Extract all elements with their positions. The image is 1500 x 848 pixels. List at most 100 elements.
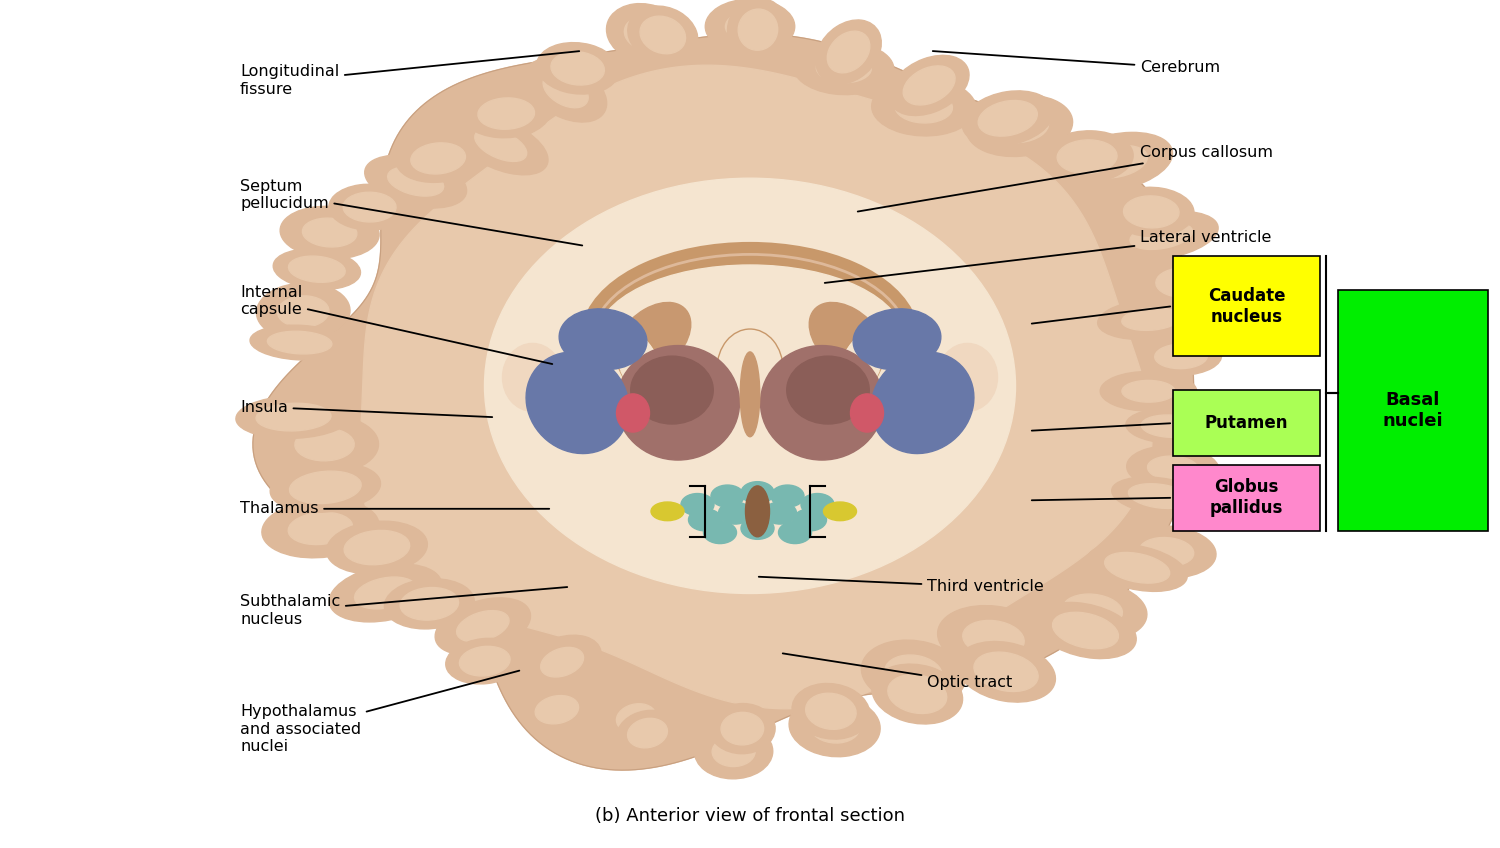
Text: Optic tract: Optic tract [783,654,1012,690]
Ellipse shape [344,530,410,565]
Ellipse shape [624,17,668,51]
Ellipse shape [273,249,360,289]
Ellipse shape [1140,538,1194,566]
Text: Cerebrum: Cerebrum [933,51,1220,75]
Text: Hypothalamus
and associated
nuclei: Hypothalamus and associated nuclei [240,671,519,754]
Ellipse shape [808,303,886,376]
Ellipse shape [524,635,602,689]
Ellipse shape [303,218,357,247]
Ellipse shape [810,710,859,743]
Text: (b) Anterior view of frontal section: (b) Anterior view of frontal section [596,807,904,825]
Ellipse shape [267,332,332,354]
Ellipse shape [794,509,826,531]
Text: Longitudinal
fissure: Longitudinal fissure [240,51,579,97]
Ellipse shape [630,356,714,424]
Ellipse shape [328,184,411,230]
Ellipse shape [459,646,510,676]
Ellipse shape [801,494,834,516]
Ellipse shape [890,55,969,115]
Ellipse shape [364,155,466,208]
Ellipse shape [616,393,650,432]
Ellipse shape [1104,211,1218,260]
Ellipse shape [722,712,764,745]
Ellipse shape [789,696,880,756]
Ellipse shape [330,564,441,622]
Ellipse shape [400,588,459,620]
Ellipse shape [278,296,328,327]
Text: Lateral ventricle: Lateral ventricle [825,230,1272,283]
FancyBboxPatch shape [1173,256,1320,356]
Ellipse shape [616,711,678,756]
Ellipse shape [1142,260,1221,304]
Ellipse shape [628,6,698,64]
Ellipse shape [1126,446,1220,490]
Ellipse shape [888,675,946,713]
Ellipse shape [938,343,998,411]
Ellipse shape [1142,415,1198,438]
Ellipse shape [476,129,526,161]
Ellipse shape [290,471,362,504]
Ellipse shape [1098,298,1204,339]
Ellipse shape [526,352,628,454]
Ellipse shape [543,73,588,108]
Ellipse shape [963,91,1053,146]
Ellipse shape [816,53,872,83]
Text: Globus
pallidus: Globus pallidus [1210,478,1282,517]
Ellipse shape [327,522,427,574]
Ellipse shape [462,89,550,137]
Ellipse shape [1112,477,1208,515]
Ellipse shape [1156,268,1208,297]
Text: Septum
pellucidum: Septum pellucidum [240,179,582,245]
Ellipse shape [688,509,722,531]
Ellipse shape [712,737,754,767]
Ellipse shape [387,167,444,196]
Ellipse shape [525,59,606,122]
Ellipse shape [537,42,620,94]
Ellipse shape [524,688,591,732]
Ellipse shape [718,502,752,524]
Ellipse shape [828,31,870,73]
Ellipse shape [1062,594,1122,628]
Ellipse shape [957,641,1056,702]
Text: Caudate
nucleus: Caudate nucleus [1208,287,1286,326]
Ellipse shape [990,109,1048,142]
Ellipse shape [746,486,770,537]
Text: Putamen: Putamen [1204,414,1288,432]
Ellipse shape [681,494,714,516]
Text: Subthalamic
nucleus: Subthalamic nucleus [240,587,567,627]
Ellipse shape [256,403,332,431]
Ellipse shape [728,0,789,61]
Ellipse shape [711,485,744,507]
Ellipse shape [1148,456,1198,481]
Ellipse shape [710,704,776,754]
Ellipse shape [705,0,795,54]
Ellipse shape [885,655,942,691]
Ellipse shape [1122,381,1174,402]
Ellipse shape [616,346,740,460]
Ellipse shape [1104,552,1170,583]
Ellipse shape [1038,581,1148,641]
Text: Basal
nuclei: Basal nuclei [1383,391,1443,430]
Ellipse shape [938,605,1050,672]
Ellipse shape [251,325,350,360]
Ellipse shape [596,265,903,413]
Polygon shape [254,34,1194,770]
Ellipse shape [1100,371,1197,411]
Ellipse shape [720,331,780,407]
Ellipse shape [1128,483,1191,509]
Ellipse shape [280,206,380,259]
Ellipse shape [741,352,759,437]
Ellipse shape [256,283,350,340]
Ellipse shape [616,704,656,733]
Ellipse shape [536,695,579,724]
Ellipse shape [963,621,1024,656]
Ellipse shape [850,393,883,432]
FancyBboxPatch shape [1173,390,1320,456]
Ellipse shape [344,192,396,222]
Ellipse shape [1041,131,1132,182]
Ellipse shape [1130,222,1192,249]
Ellipse shape [1124,196,1179,228]
Ellipse shape [760,346,884,460]
Ellipse shape [978,100,1038,137]
Ellipse shape [896,92,952,123]
